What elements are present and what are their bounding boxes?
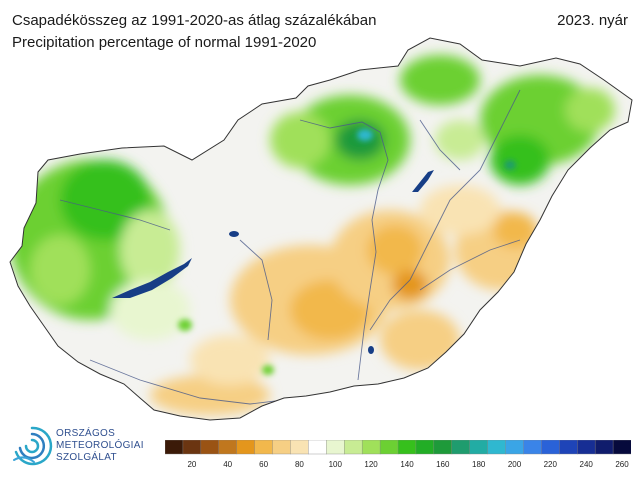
logo-line-1: ORSZÁGOS — [56, 428, 116, 439]
legend-swatch — [594, 440, 614, 455]
legend-label: 180 — [472, 460, 486, 469]
legend-swatch — [290, 440, 309, 455]
legend-swatch — [165, 440, 184, 455]
legend-swatch — [236, 440, 256, 455]
legend-swatch — [308, 440, 327, 455]
map-title-english: Precipitation percentage of normal 1991-… — [12, 34, 317, 51]
legend-label: 220 — [544, 460, 558, 469]
legend-label: 60 — [259, 460, 268, 469]
legend-label: 240 — [580, 460, 594, 469]
legend-label: 20 — [187, 460, 196, 469]
legend-swatch — [254, 440, 274, 455]
legend-swatch — [433, 440, 453, 455]
legend-swatch — [541, 440, 560, 455]
legend-swatch — [344, 440, 363, 455]
logo-swirl-icon — [13, 426, 53, 466]
omsz-logo: ORSZÁGOS METEOROLÓGIAI SZOLGÁLAT — [10, 424, 160, 472]
legend-label: 160 — [436, 460, 450, 469]
legend-swatch — [505, 440, 524, 455]
legend-swatch — [379, 440, 399, 455]
legend-swatch — [469, 440, 489, 455]
legend-swatch — [415, 440, 435, 455]
legend-swatch — [182, 440, 202, 455]
legend-swatch — [523, 440, 542, 455]
title-block: Csapadékösszeg az 1991-2020-as átlag szá… — [12, 10, 376, 54]
legend-swatch — [397, 440, 417, 455]
legend-label: 40 — [223, 460, 232, 469]
legend-swatch — [326, 440, 345, 455]
color-legend: 2040608010012014016018020022024026028030… — [165, 440, 631, 469]
legend-swatch — [272, 440, 291, 455]
map-title-hungarian: Csapadékösszeg az 1991-2020-as átlag szá… — [12, 12, 377, 29]
legend-swatch — [218, 440, 238, 455]
legend-swatch — [361, 440, 381, 455]
logo-text: ORSZÁGOS METEOROLÓGIAI SZOLGÁLAT — [56, 428, 144, 464]
legend-label: 120 — [364, 460, 378, 469]
legend-label: 80 — [295, 460, 304, 469]
logo-line-2: METEOROLÓGIAI — [56, 440, 144, 451]
legend-swatch — [612, 440, 631, 455]
period-label: 2023. nyár — [557, 12, 628, 29]
legend-swatch — [200, 440, 220, 455]
map-fill — [10, 38, 632, 420]
legend-swatch — [451, 440, 471, 455]
legend-swatch — [577, 440, 596, 455]
logo-line-3: SZOLGÁLAT — [56, 452, 117, 463]
legend-label: 100 — [329, 460, 343, 469]
legend-swatch — [559, 440, 578, 455]
country-border — [9, 37, 633, 421]
legend-label: 200 — [508, 460, 522, 469]
legend-label: 140 — [400, 460, 414, 469]
legend-swatch — [487, 440, 507, 455]
legend-label: 260 — [615, 460, 629, 469]
